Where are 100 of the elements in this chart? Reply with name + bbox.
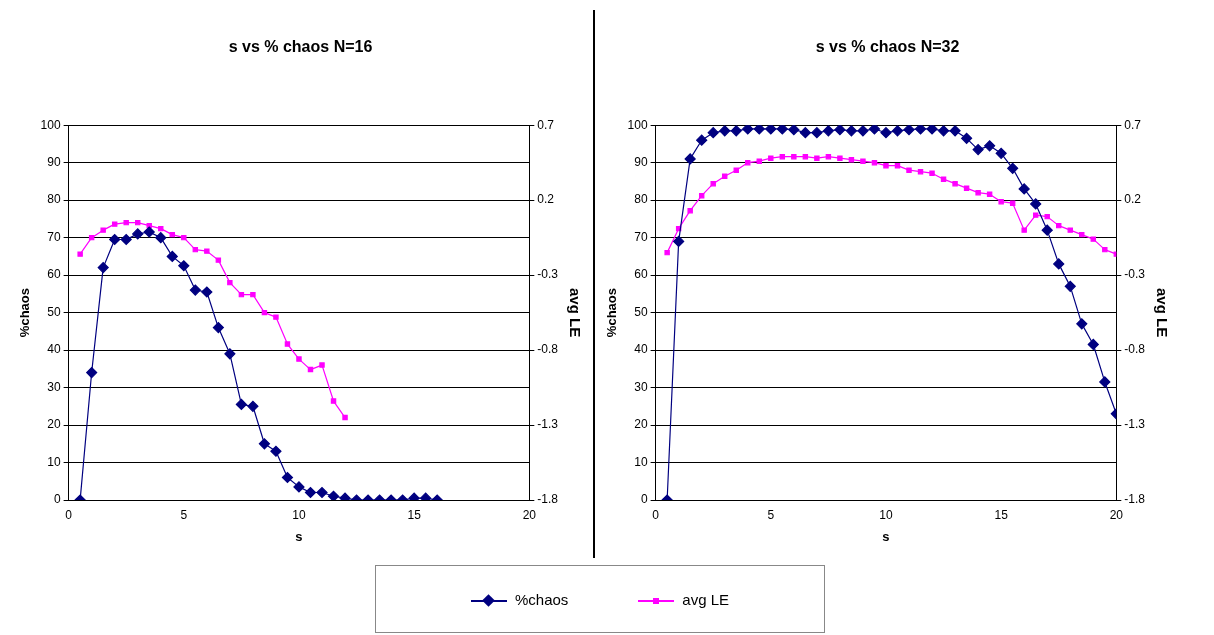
point: [811, 127, 823, 139]
y-tick-label: 90: [634, 154, 648, 169]
point: [1044, 213, 1050, 220]
point: [247, 400, 259, 412]
point: [961, 132, 973, 144]
y-axis-title: %chaos: [604, 288, 620, 338]
point: [1064, 280, 1076, 292]
x-axis-title: s: [882, 528, 890, 544]
point: [799, 127, 811, 139]
y-tick-label: 40: [47, 342, 61, 357]
y2-tick-label: -1.3: [537, 417, 559, 432]
y-tick-label: 70: [47, 229, 61, 244]
point: [975, 189, 981, 196]
point: [664, 249, 670, 256]
point: [707, 127, 719, 139]
y-tick-label: 0: [53, 492, 61, 507]
y-tick-label: 40: [634, 342, 648, 357]
point: [845, 125, 858, 137]
point: [1009, 200, 1016, 206]
point: [926, 125, 938, 135]
point: [123, 219, 129, 226]
point: [963, 185, 970, 191]
point: [719, 125, 731, 137]
point: [284, 341, 291, 347]
point: [891, 125, 904, 137]
point: [998, 198, 1004, 205]
point: [995, 147, 1007, 159]
y-tick-label: 10: [634, 454, 648, 469]
point: [132, 228, 144, 240]
point: [1032, 212, 1039, 218]
point: [1087, 338, 1099, 351]
y-tick-label: 80: [47, 192, 61, 207]
point: [342, 414, 348, 421]
point: [673, 235, 685, 247]
x-tick-label: 5: [767, 507, 775, 522]
point: [293, 481, 305, 493]
y-tick-label: 20: [47, 417, 61, 432]
y2-tick-label: 0.7: [1124, 117, 1142, 132]
point: [304, 486, 317, 499]
point: [258, 438, 271, 450]
point: [753, 125, 765, 135]
point: [722, 173, 728, 179]
point: [1056, 222, 1062, 229]
y2-tick-label: -1.8: [537, 492, 559, 507]
point: [1076, 318, 1088, 330]
x-tick-label: 5: [180, 507, 188, 522]
y-tick-label: 50: [47, 304, 61, 319]
point: [972, 143, 984, 156]
point: [834, 125, 846, 136]
point: [1041, 224, 1053, 236]
point: [745, 159, 751, 166]
point: [97, 262, 109, 274]
x-tick-label: 10: [292, 507, 306, 522]
point: [1102, 246, 1108, 253]
point: [1079, 231, 1085, 238]
y-tick-label: 100: [627, 117, 648, 132]
point: [952, 180, 958, 187]
point: [733, 167, 739, 173]
x-tick-label: 10: [879, 507, 893, 522]
y-tick-label: 100: [40, 117, 61, 132]
point: [791, 153, 797, 160]
point: [1099, 376, 1111, 388]
point: [860, 158, 866, 164]
point: [111, 221, 118, 227]
point: [201, 286, 213, 298]
point: [1021, 227, 1027, 233]
point: [1090, 236, 1097, 242]
point: [684, 153, 696, 165]
point: [756, 158, 762, 164]
y-tick-label: 10: [47, 454, 61, 469]
point: [155, 232, 167, 244]
point: [1018, 183, 1030, 195]
point: [883, 162, 889, 169]
point: [906, 167, 912, 173]
y2-axis-title: avg LE: [1153, 288, 1171, 338]
point: [327, 490, 340, 500]
point: [316, 486, 328, 499]
x-axis-title: s: [295, 528, 303, 544]
y-tick-label: 70: [634, 229, 648, 244]
point: [984, 140, 996, 152]
point: [178, 260, 190, 272]
y-tick-label: 60: [634, 267, 648, 282]
point: [868, 125, 881, 135]
point: [1030, 198, 1042, 210]
point: [86, 366, 98, 379]
point: [77, 251, 83, 257]
y-tick-label: 50: [634, 304, 648, 319]
x-tick-label: 0: [652, 507, 660, 522]
point: [788, 125, 800, 136]
x-tick-label: 20: [1109, 507, 1124, 522]
point: [330, 398, 337, 404]
x-tick-label: 20: [522, 507, 537, 522]
point: [120, 233, 132, 246]
point: [166, 250, 178, 262]
y2-tick-label: -0.8: [1124, 342, 1146, 357]
point: [235, 398, 247, 411]
point: [100, 227, 106, 233]
point: [880, 127, 892, 139]
y-tick-label: 0: [640, 492, 648, 507]
x-tick-label: 15: [407, 507, 422, 522]
